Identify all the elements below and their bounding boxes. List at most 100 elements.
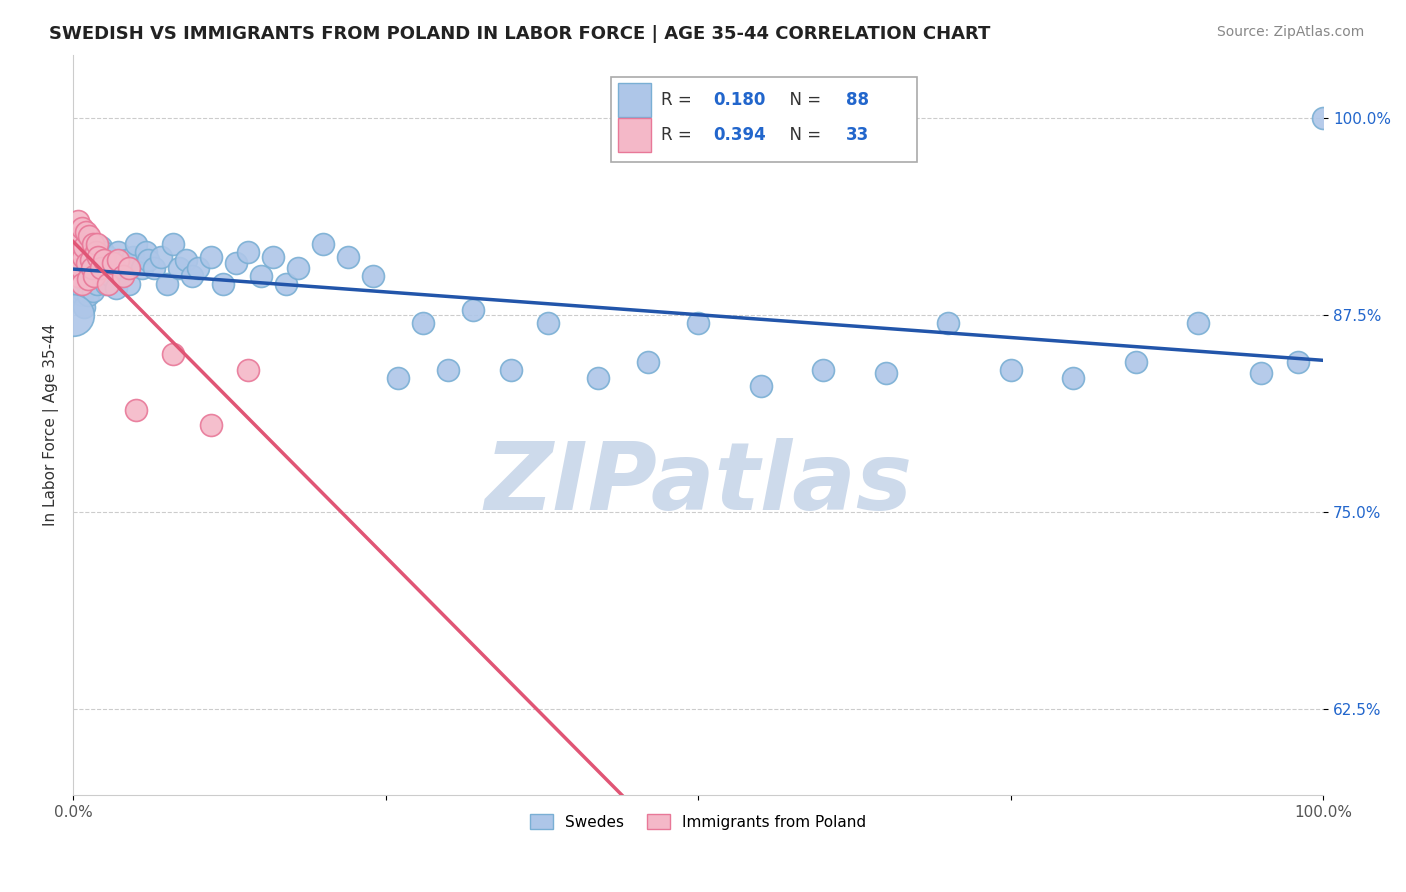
Point: [200, 418, 222, 433]
Point: [87, 252, 110, 267]
Point: [1250, 366, 1272, 380]
Point: [70, 277, 93, 291]
Point: [122, 250, 145, 264]
Point: [131, 260, 153, 275]
Point: [70, 287, 93, 301]
Point: [1000, 363, 1022, 377]
Point: [77, 250, 100, 264]
Point: [1187, 316, 1209, 330]
Point: [936, 316, 959, 330]
Point: [101, 256, 124, 270]
Point: [89, 240, 111, 254]
Point: [97, 250, 120, 264]
Point: [66, 268, 89, 283]
Point: [537, 316, 560, 330]
Point: [180, 268, 202, 283]
Point: [97, 277, 120, 291]
Point: [875, 366, 897, 380]
Point: [225, 256, 247, 270]
Point: [87, 250, 110, 264]
Point: [287, 260, 309, 275]
Point: [83, 268, 105, 283]
Point: [89, 260, 111, 275]
Point: [387, 371, 409, 385]
Point: [135, 245, 157, 260]
Text: SWEDISH VS IMMIGRANTS FROM POLAND IN LABOR FORCE | AGE 35-44 CORRELATION CHART: SWEDISH VS IMMIGRANTS FROM POLAND IN LAB…: [49, 25, 991, 43]
Point: [69, 277, 91, 291]
Point: [811, 363, 834, 377]
Text: ZIPatlas: ZIPatlas: [484, 439, 912, 531]
Point: [162, 237, 184, 252]
Point: [70, 245, 93, 260]
Point: [93, 252, 115, 267]
Point: [79, 252, 101, 267]
Text: N =: N =: [779, 126, 827, 145]
Point: [156, 277, 179, 291]
Point: [86, 237, 108, 252]
Point: [66, 277, 89, 291]
Point: [1286, 355, 1309, 369]
Point: [62, 308, 84, 322]
Point: [83, 268, 105, 283]
Point: [149, 250, 172, 264]
Point: [75, 237, 97, 252]
FancyBboxPatch shape: [610, 78, 917, 162]
Point: [77, 287, 100, 301]
Point: [82, 237, 104, 252]
Point: [637, 355, 659, 369]
Point: [111, 260, 134, 275]
Point: [586, 371, 609, 385]
Point: [461, 303, 484, 318]
Point: [107, 252, 129, 267]
Point: [89, 256, 111, 270]
Text: 88: 88: [845, 91, 869, 109]
Point: [67, 260, 90, 275]
Point: [118, 277, 141, 291]
Point: [200, 250, 222, 264]
Point: [107, 245, 129, 260]
Point: [124, 237, 146, 252]
FancyBboxPatch shape: [619, 118, 651, 153]
Point: [174, 252, 197, 267]
Point: [79, 272, 101, 286]
Point: [236, 245, 259, 260]
Point: [104, 281, 127, 295]
Point: [73, 260, 96, 275]
Point: [69, 260, 91, 275]
Point: [262, 250, 284, 264]
Text: N =: N =: [779, 91, 827, 109]
Point: [437, 363, 460, 377]
Point: [114, 252, 136, 267]
Point: [75, 268, 97, 283]
Point: [249, 268, 271, 283]
Point: [118, 260, 141, 275]
Point: [75, 225, 97, 239]
Point: [91, 245, 114, 260]
FancyBboxPatch shape: [619, 83, 651, 117]
Point: [66, 285, 89, 299]
Point: [688, 316, 710, 330]
Point: [77, 260, 100, 275]
Point: [72, 250, 94, 264]
Point: [143, 260, 166, 275]
Point: [66, 213, 89, 227]
Point: [66, 252, 89, 267]
Text: 33: 33: [845, 126, 869, 145]
Text: 0.394: 0.394: [713, 126, 766, 145]
Point: [66, 268, 89, 283]
Point: [90, 265, 112, 279]
Point: [236, 363, 259, 377]
Point: [1125, 355, 1147, 369]
Point: [77, 229, 100, 244]
Point: [1062, 371, 1084, 385]
Point: [72, 285, 94, 299]
Point: [84, 245, 107, 260]
Point: [65, 237, 87, 252]
Point: [162, 347, 184, 361]
Point: [361, 268, 384, 283]
Point: [110, 268, 132, 283]
Point: [80, 237, 103, 252]
Text: R =: R =: [661, 91, 696, 109]
Point: [312, 237, 335, 252]
Text: 0.180: 0.180: [713, 91, 765, 109]
